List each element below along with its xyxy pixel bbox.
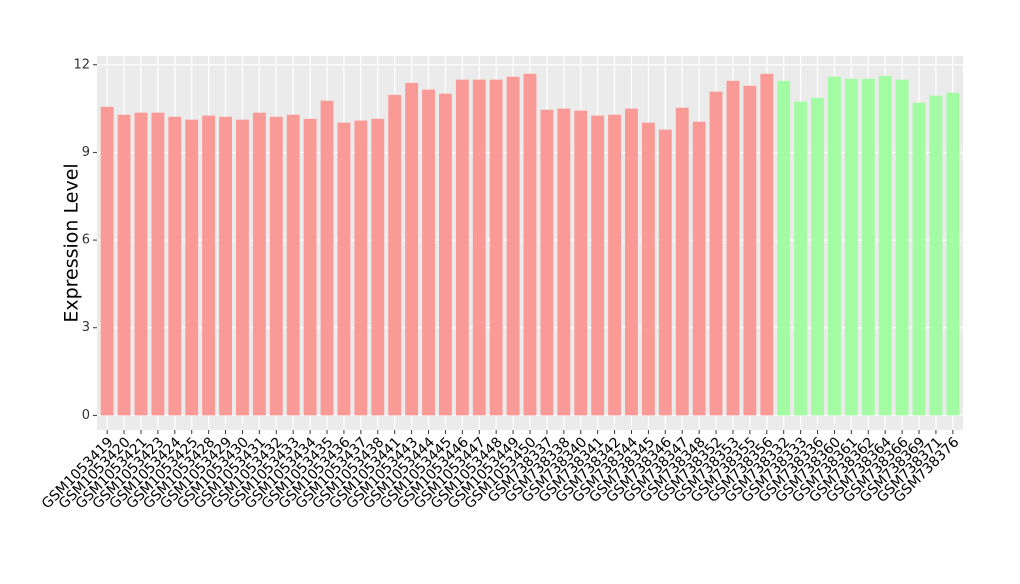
bar <box>354 120 368 416</box>
bar <box>388 94 402 416</box>
bar <box>168 116 182 416</box>
bar <box>303 118 317 416</box>
bar <box>422 89 435 416</box>
bar <box>726 80 740 416</box>
bar <box>320 100 334 416</box>
bar <box>405 82 419 416</box>
y-tick-label: 0 <box>82 408 90 423</box>
bar <box>252 112 266 416</box>
bar <box>337 122 351 416</box>
bar <box>692 121 706 416</box>
bar <box>811 97 824 416</box>
bar <box>472 79 486 416</box>
bar <box>100 106 114 416</box>
bar <box>658 129 672 416</box>
bar <box>777 80 791 416</box>
bar <box>269 116 283 416</box>
bar <box>151 112 165 416</box>
bar <box>236 119 249 416</box>
y-tick-label: 9 <box>82 145 90 160</box>
y-axis-title: Expression Level <box>61 163 83 322</box>
y-tick-label: 12 <box>73 57 90 72</box>
bar <box>895 79 909 416</box>
bar <box>912 102 926 416</box>
bar <box>455 79 469 416</box>
bar <box>743 85 757 416</box>
y-tick-label: 3 <box>82 320 90 335</box>
bar <box>608 114 621 416</box>
bar <box>675 107 689 416</box>
bar <box>371 118 385 416</box>
bar <box>439 93 452 416</box>
bar <box>286 114 300 416</box>
bar <box>185 119 199 416</box>
bar <box>574 110 588 416</box>
bar <box>523 73 537 416</box>
bar <box>219 116 232 416</box>
bar <box>489 79 503 416</box>
bar <box>760 73 774 416</box>
bar <box>117 114 131 416</box>
bar <box>506 76 520 416</box>
bar <box>828 76 841 416</box>
bar <box>946 92 960 416</box>
bar <box>861 78 875 416</box>
bar <box>202 115 216 416</box>
bar <box>557 108 571 416</box>
bar <box>878 75 892 416</box>
bar <box>134 112 148 416</box>
bar <box>591 115 605 416</box>
bar <box>641 122 655 416</box>
y-tick-label: 6 <box>82 233 90 248</box>
bar <box>929 95 943 416</box>
bar <box>625 108 638 416</box>
bar <box>794 101 808 416</box>
bar <box>709 91 723 416</box>
bar <box>540 109 554 416</box>
bar <box>844 78 858 416</box>
